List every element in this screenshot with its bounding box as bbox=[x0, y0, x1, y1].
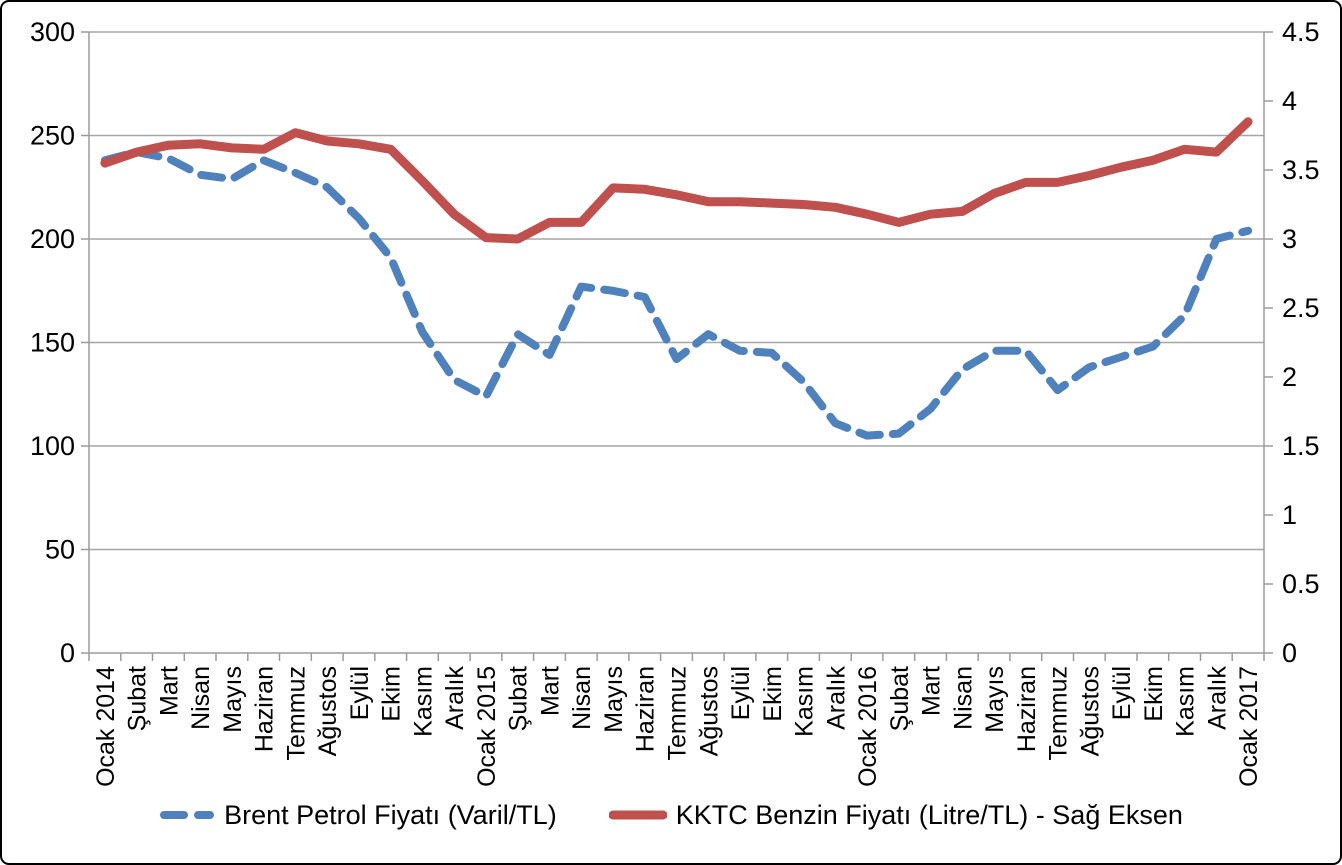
x-axis-tick-label: Ekim bbox=[1140, 666, 1168, 722]
x-axis-tick-label: Kasım bbox=[791, 666, 819, 737]
x-axis-tick-label: Haziran bbox=[251, 666, 279, 752]
x-axis-tick-label: Nisan bbox=[949, 666, 977, 730]
x-axis-tick-label: Şubat bbox=[124, 666, 152, 731]
x-axis-tick-label: Ocak 2014 bbox=[92, 666, 120, 787]
x-axis-tick-label: Ağustos bbox=[695, 666, 723, 756]
left-axis-tick-label: 250 bbox=[30, 121, 75, 151]
series-line-benzin bbox=[100, 117, 1253, 244]
right-axis-tick-label: 3.5 bbox=[1282, 155, 1320, 185]
x-axis-tick-label: Haziran bbox=[632, 666, 660, 752]
left-axis-tick-label: 300 bbox=[30, 17, 75, 47]
x-axis-tick-label: Aralık bbox=[1203, 666, 1231, 730]
x-axis-tick-label: Nisan bbox=[187, 666, 215, 730]
x-axis-tick-label: Şubat bbox=[886, 666, 914, 731]
legend-key-dashed-line-icon bbox=[160, 811, 215, 819]
legend-item-benzin: KKTC Benzin Fiyatı (Litre/TL) - Sağ Ekse… bbox=[608, 799, 1183, 831]
right-axis-tick-label: 4 bbox=[1282, 86, 1297, 116]
left-axis-tick-label: 100 bbox=[30, 431, 75, 461]
x-axis-tick-label: Kasım bbox=[409, 666, 437, 737]
x-axis-tick-label: Kasım bbox=[1172, 666, 1200, 737]
legend-key-solid-line-icon bbox=[608, 810, 667, 820]
right-axis-tick-label: 2 bbox=[1282, 362, 1297, 392]
x-axis-tick-label: Mart bbox=[155, 666, 183, 716]
x-axis-tick-label: Ocak 2017 bbox=[1235, 666, 1263, 787]
x-axis-tick-label: Mayıs bbox=[600, 666, 628, 733]
x-axis-tick-label: Haziran bbox=[1013, 666, 1041, 752]
x-axis-tick-label: Mart bbox=[537, 666, 565, 716]
x-axis-tick-label: Ekim bbox=[378, 666, 406, 722]
x-axis-tick-label: Şubat bbox=[505, 666, 533, 731]
x-axis-tick-label: Ağustos bbox=[1076, 666, 1104, 756]
x-axis-tick-label: Ekim bbox=[759, 666, 787, 722]
right-axis-tick-label: 0 bbox=[1282, 638, 1297, 668]
series-line-brent bbox=[100, 148, 1253, 440]
x-axis-tick-label: Mart bbox=[918, 666, 946, 716]
x-axis-tick-label: Eylül bbox=[727, 666, 755, 720]
right-axis-tick-label: 1.5 bbox=[1282, 431, 1320, 461]
chart-legend: Brent Petrol Fiyatı (Varil/TL) KKTC Benz… bbox=[2, 795, 1340, 835]
x-axis-tick-label: Ocak 2016 bbox=[854, 666, 882, 787]
left-axis-tick-label: 200 bbox=[30, 224, 75, 254]
right-axis-tick-label: 0.5 bbox=[1282, 569, 1320, 599]
x-axis-tick-label: Ağustos bbox=[314, 666, 342, 756]
x-axis-tick-label: Aralık bbox=[441, 666, 469, 730]
legend-label-benzin: KKTC Benzin Fiyatı (Litre/TL) - Sağ Ekse… bbox=[675, 799, 1183, 830]
right-axis-tick-label: 3 bbox=[1282, 224, 1297, 254]
left-axis-tick-label: 0 bbox=[60, 638, 75, 668]
x-axis-tick-label: Ocak 2015 bbox=[473, 666, 501, 787]
x-axis-tick-label: Temmuz bbox=[1045, 666, 1073, 760]
x-axis-tick-label: Eylül bbox=[346, 666, 374, 720]
x-axis-tick-label: Mayıs bbox=[219, 666, 247, 733]
legend-label-brent: Brent Petrol Fiyatı (Varil/TL) bbox=[224, 799, 557, 830]
right-axis-tick-label: 2.5 bbox=[1282, 293, 1320, 323]
x-axis-tick-label: Temmuz bbox=[664, 666, 692, 760]
x-axis-tick-label: Eylül bbox=[1108, 666, 1136, 720]
x-axis-tick-label: Mayıs bbox=[981, 666, 1009, 733]
left-axis-tick-label: 50 bbox=[45, 535, 75, 565]
legend-item-brent: Brent Petrol Fiyatı (Varil/TL) bbox=[159, 800, 557, 831]
left-axis-tick-label: 150 bbox=[30, 328, 75, 358]
x-axis-tick-label: Aralık bbox=[822, 666, 850, 730]
right-axis-tick-label: 1 bbox=[1282, 500, 1297, 530]
x-axis-tick-label: Nisan bbox=[568, 666, 596, 730]
right-axis-tick-label: 4.5 bbox=[1282, 17, 1320, 47]
x-axis-tick-label: Temmuz bbox=[282, 666, 310, 760]
